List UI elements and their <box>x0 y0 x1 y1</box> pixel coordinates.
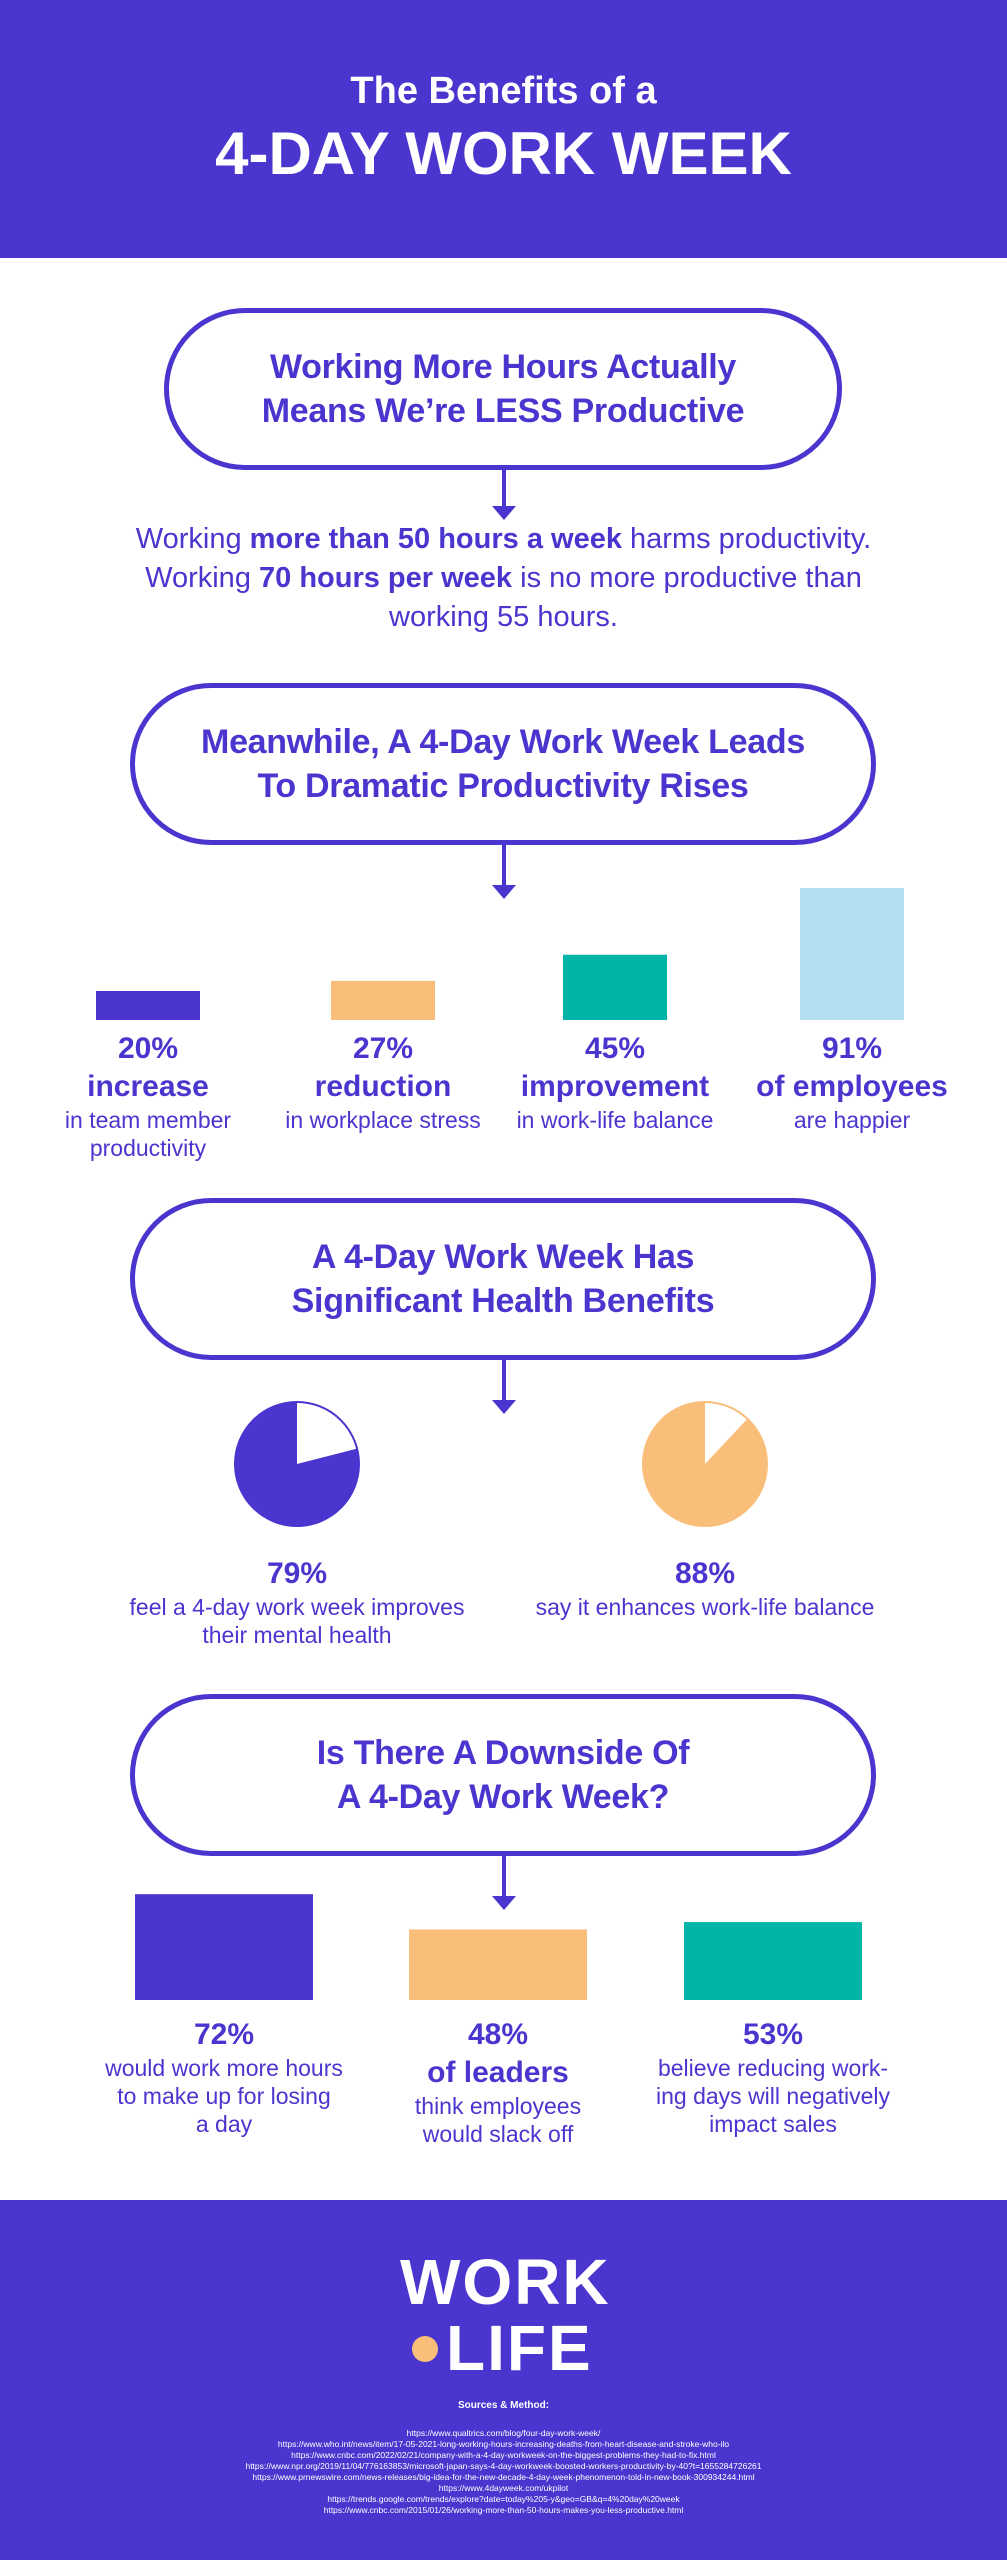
stat-description: a day <box>195 2111 253 2137</box>
source-link: https://trends.google.com/trends/explore… <box>327 2494 680 2504</box>
stat-label: improvement <box>520 1070 710 1103</box>
footer: WORK LIFE Sources & Method: https://www.… <box>0 2200 1007 2560</box>
productivity-bar-chart <box>96 888 904 1020</box>
stat-description: feel a 4-day work week improves <box>129 1594 465 1620</box>
sources-list: https://www.qualtrics.com/blog/four-day-… <box>80 2428 927 2516</box>
stat-description: to make up for losing <box>117 2083 331 2109</box>
stat-column: 79% feel a 4-day work week improves their … <box>87 1555 507 1649</box>
downside-bar-chart <box>135 1894 862 2000</box>
sources-title: Sources & Method: <box>457 2400 550 2411</box>
section3-heading-pill: A 4-Day Work Week Has Significant Health… <box>130 1198 876 1360</box>
source-link: https://www.npr.org/2019/11/04/776163853… <box>245 2461 762 2471</box>
section1-paragraph: Working more than 50 hours a week harms … <box>135 523 872 633</box>
section2-heading-line2: To Dramatic Productivity Rises <box>257 767 749 805</box>
stat-description: think employees <box>414 2093 582 2119</box>
section3-heading-line2: Significant Health Benefits <box>291 1282 715 1320</box>
stat-column: 48% of leaders think employees would slack … <box>348 2016 648 2148</box>
stat-value: 79% <box>266 1557 328 1590</box>
stat-description: in workplace stress <box>285 1107 481 1133</box>
pie-slice-79 <box>235 1402 359 1526</box>
bar-improvement <box>563 954 667 1020</box>
source-link: https://www.who.int/news/item/17-05-2021… <box>277 2439 730 2449</box>
arrow-down-icon <box>492 506 516 520</box>
stat-column: 72% would work more hours to make up for l… <box>74 2016 374 2138</box>
source-link: https://www.4dayweek.com/ukpilot <box>438 2483 569 2493</box>
section4-heading-line1: Is There A Downside Of <box>316 1734 690 1772</box>
section3-heading-line1: A 4-Day Work Week Has <box>311 1238 695 1276</box>
arrow-down-icon <box>492 1896 516 1910</box>
stat-description: ing days will negatively <box>656 2083 890 2109</box>
logo-dot-icon <box>412 2336 438 2362</box>
stat-value: 45% <box>584 1032 646 1065</box>
arrow-connector <box>502 1856 506 1902</box>
stat-description: would work more hours <box>105 2055 343 2081</box>
bar-increase <box>96 991 200 1020</box>
stat-column: 20% increase in team member productivity <box>28 1030 268 1162</box>
arrow-connector <box>502 470 506 510</box>
health-pie-charts <box>234 1401 768 1527</box>
bar-53-percent <box>684 1922 862 2000</box>
section1-heading-line1: Working More Hours Actually <box>269 348 737 386</box>
pie-slice-88 <box>643 1402 767 1526</box>
stat-value: 27% <box>352 1032 414 1065</box>
section1-heading-pill: Working More Hours Actually Means We’re … <box>164 308 842 470</box>
stat-column: 27% reduction in workplace stress <box>263 1030 503 1134</box>
header-subtitle: The Benefits of a <box>350 70 657 112</box>
stat-label: reduction <box>314 1070 452 1103</box>
stat-label: of leaders <box>427 2056 569 2089</box>
section2-heading-pill: Meanwhile, A 4-Day Work Week Leads To Dr… <box>130 683 876 845</box>
stat-description: their mental health <box>202 1622 392 1648</box>
source-link: https://www.cnbc.com/2015/01/26/working-… <box>323 2505 684 2515</box>
header-title: 4-DAY WORK WEEK <box>215 120 792 187</box>
stat-description: say it enhances work-life balance <box>535 1594 875 1620</box>
section4-heading-line2: A 4-Day Work Week? <box>336 1778 670 1816</box>
stat-label: of employees <box>756 1070 948 1103</box>
stat-value: 88% <box>674 1557 736 1590</box>
section4-heading-pill: Is There A Downside Of A 4-Day Work Week… <box>130 1694 876 1856</box>
stat-description: are happier <box>793 1107 911 1133</box>
header-banner: The Benefits of a 4-DAY WORK WEEK <box>0 0 1007 258</box>
stat-description: impact sales <box>709 2111 837 2137</box>
arrow-connector <box>502 845 506 891</box>
stat-column: 91% of employees are happier <box>732 1030 972 1134</box>
stat-description: in team member <box>64 1107 232 1133</box>
arrow-connector <box>502 1360 506 1406</box>
stat-value: 20% <box>117 1032 179 1065</box>
stat-column: 53% believe reducing work-ing days will n… <box>623 2016 923 2138</box>
source-link: https://www.prnewswire.com/news-releases… <box>252 2472 755 2482</box>
stat-description: in work-life balance <box>516 1107 714 1133</box>
arrow-down-icon <box>492 1400 516 1414</box>
stat-column: 45% improvement in work-life balance <box>495 1030 735 1134</box>
stat-value: 72% <box>193 2018 255 2051</box>
stat-value: 53% <box>742 2018 804 2051</box>
logo-word-life: LIFE <box>446 2312 593 2384</box>
arrow-down-icon <box>492 885 516 899</box>
stat-value: 48% <box>467 2018 529 2051</box>
stat-value: 91% <box>821 1032 883 1065</box>
stat-column: 88% say it enhances work-life balance <box>495 1555 915 1621</box>
stat-description: believe reducing work- <box>657 2055 889 2081</box>
bar-72-percent <box>135 1894 313 2000</box>
source-link: https://www.qualtrics.com/blog/four-day-… <box>406 2428 601 2438</box>
bar-of-employees <box>800 888 904 1020</box>
section1-heading-line2: Means We’re LESS Productive <box>261 392 745 430</box>
stat-label: increase <box>87 1070 209 1103</box>
logo-word-work: WORK <box>400 2246 611 2318</box>
section2-heading-line1: Meanwhile, A 4-Day Work Week Leads <box>201 723 805 761</box>
stat-description: productivity <box>89 1135 207 1161</box>
bar-48-percent <box>409 1929 587 2000</box>
bar-reduction <box>331 980 435 1020</box>
stat-description: would slack off <box>422 2121 574 2147</box>
source-link: https://www.cnbc.com/2022/02/21/company-… <box>291 2450 716 2460</box>
